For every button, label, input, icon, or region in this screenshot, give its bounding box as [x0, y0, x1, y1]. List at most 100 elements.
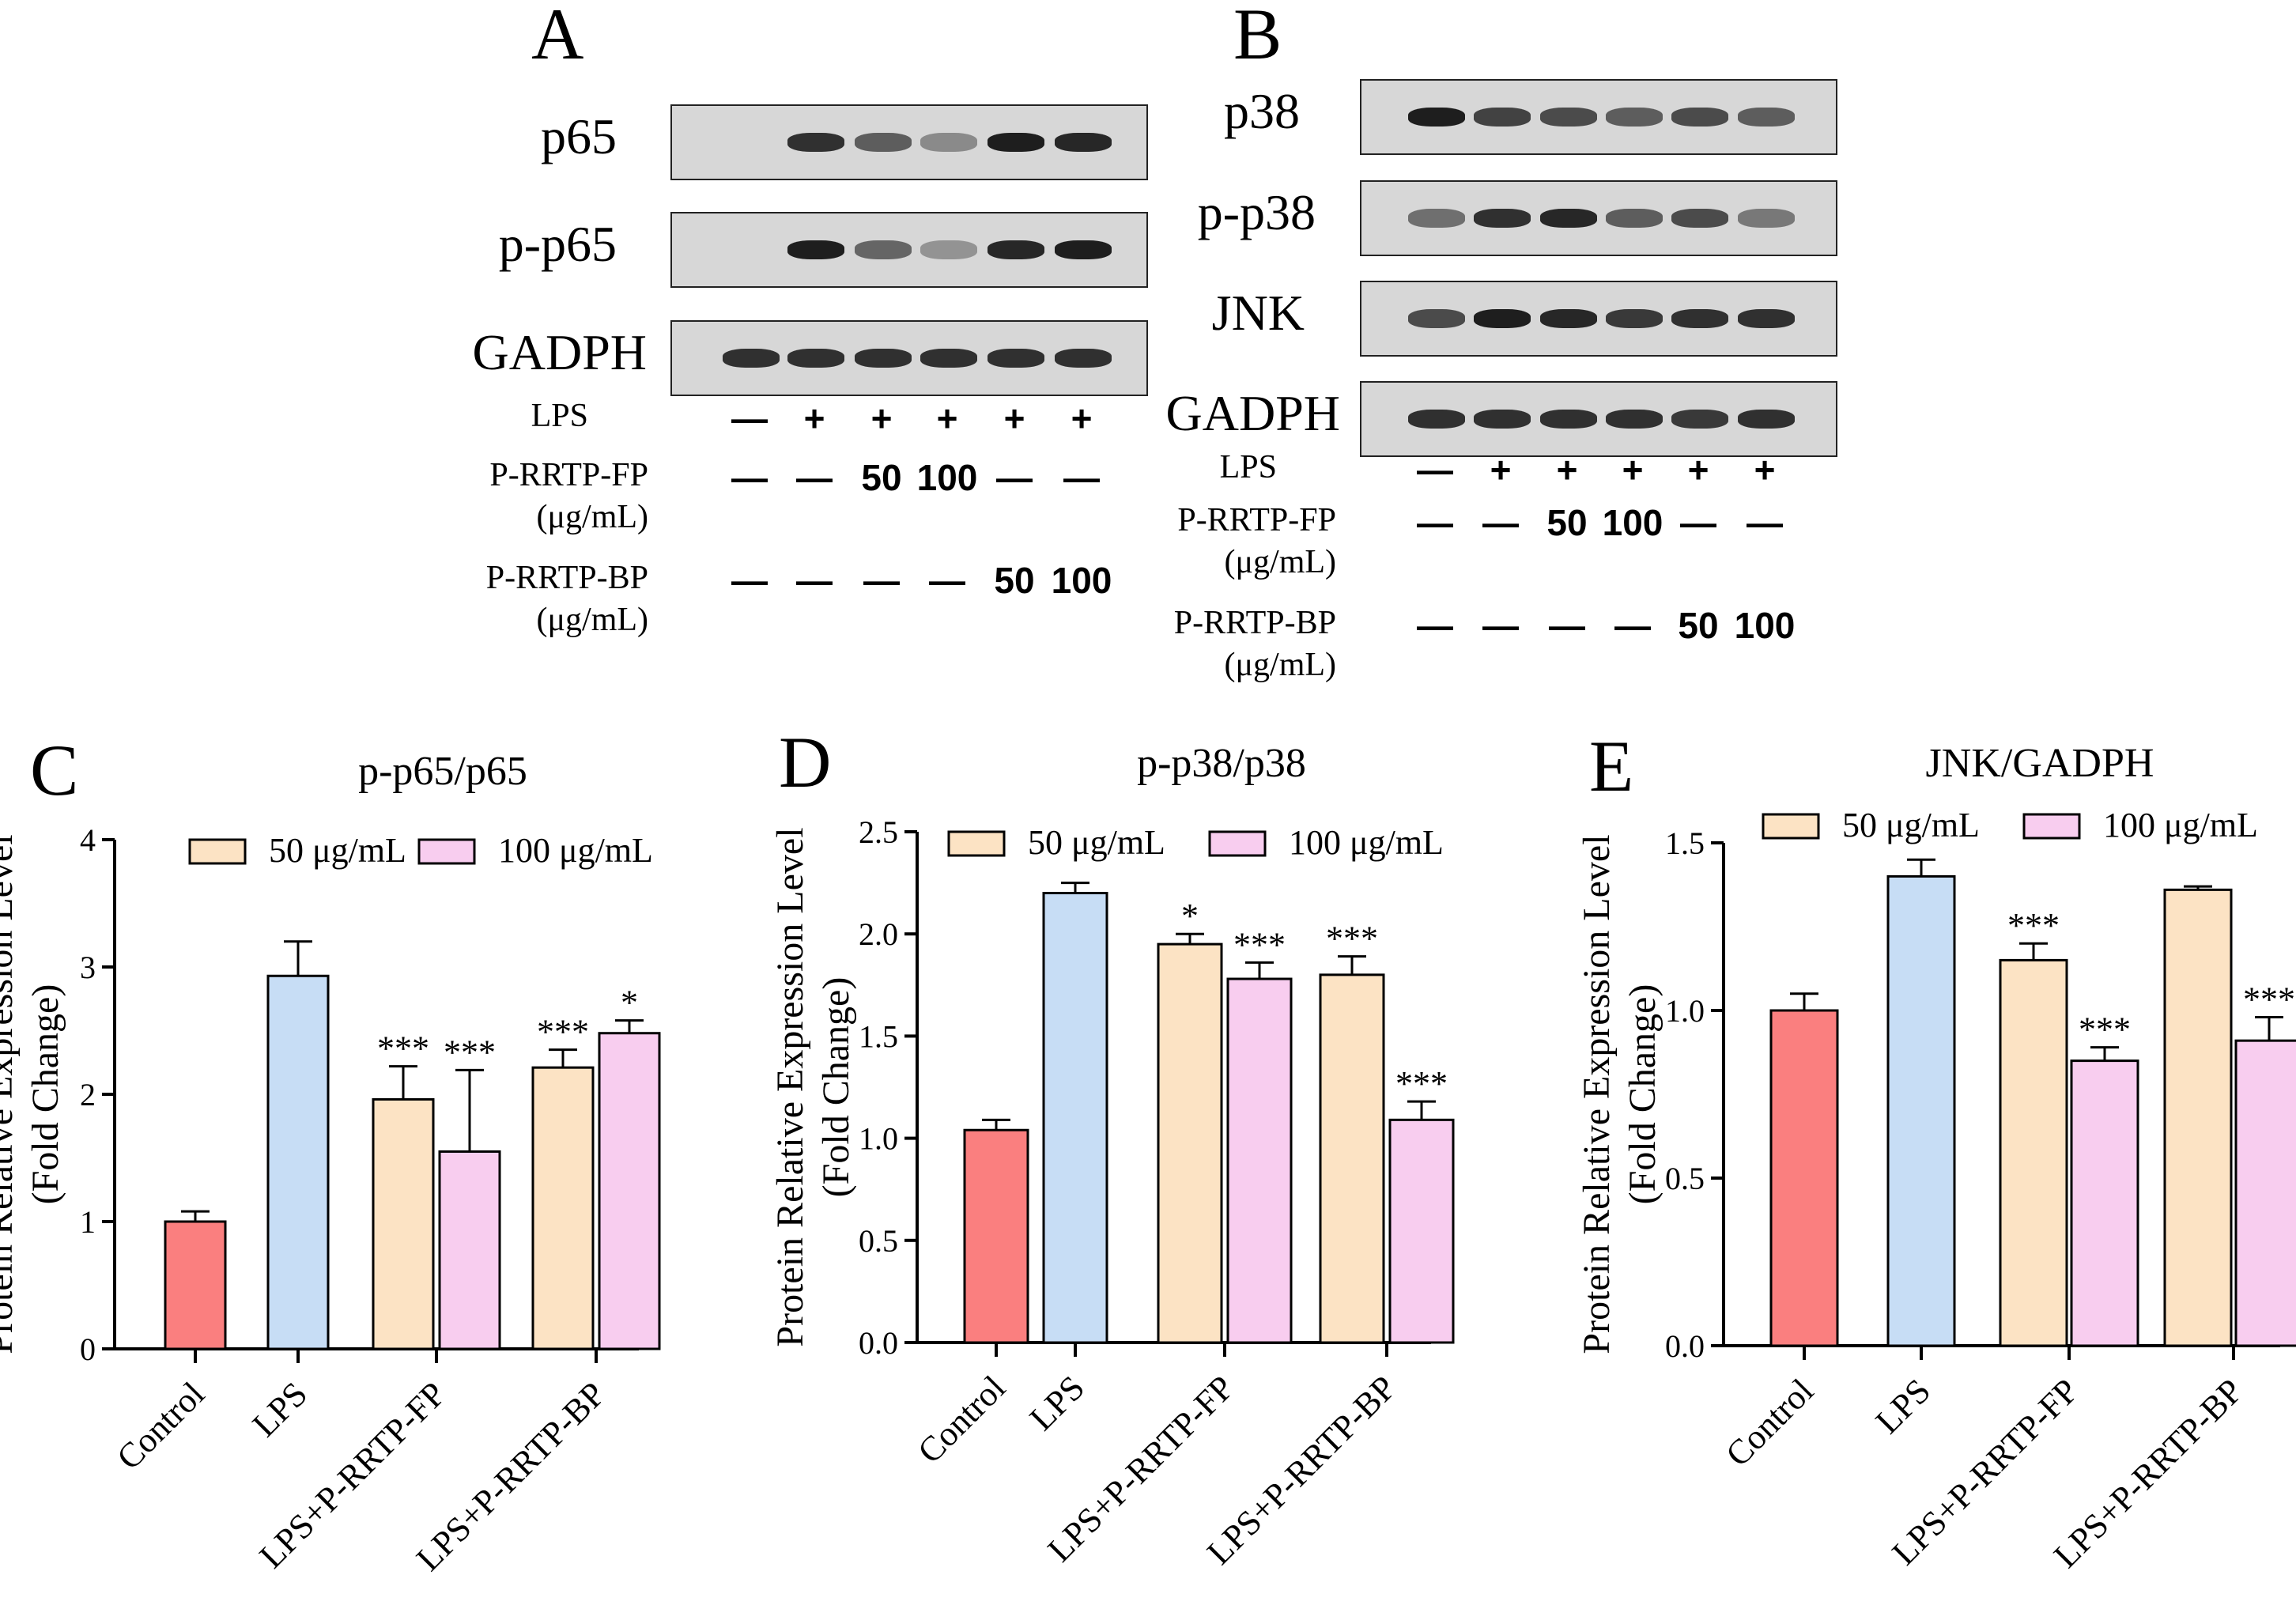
blot-band	[1540, 309, 1597, 328]
blot-band	[1540, 410, 1597, 429]
bar	[1999, 958, 2068, 1347]
condition-value: 50	[1546, 502, 1588, 543]
blot-band	[855, 349, 912, 368]
y-tick-label: 0.5	[859, 1223, 898, 1259]
significance-label: *	[1181, 897, 1199, 935]
y-tick-label: 2.0	[859, 916, 898, 952]
blot-band	[1055, 349, 1112, 368]
blot-band	[1408, 410, 1465, 429]
condition-label: LPS	[531, 395, 588, 437]
blot-band	[1474, 209, 1531, 228]
blot-band	[787, 349, 844, 368]
blot-band	[1474, 309, 1531, 328]
condition-value: —	[731, 398, 768, 439]
blot-band	[1055, 240, 1112, 259]
blot-label: p38	[1224, 83, 1300, 139]
blot-band	[920, 349, 977, 368]
condition-value: —	[796, 560, 833, 601]
blot-band	[1671, 309, 1728, 328]
condition-label-line: P-RRTP-FP	[1177, 502, 1336, 538]
y-tick-label: 1.5	[859, 1018, 898, 1054]
x-tick-label: LPS	[245, 1374, 315, 1444]
blot-band	[855, 133, 912, 152]
significance-label: ***	[2079, 1010, 2131, 1049]
significance-label: ***	[2243, 980, 2295, 1018]
condition-label: P-RRTP-BP (μg/mL)	[1174, 602, 1336, 686]
condition-value: +	[1754, 449, 1776, 490]
legend-label: 100 μg/mL	[1289, 823, 1444, 862]
significance-label: *	[621, 984, 638, 1022]
y-tick-label: 1	[80, 1204, 96, 1240]
blot-band	[1606, 108, 1663, 127]
significance-label: ***	[2007, 906, 2060, 945]
blot-label: GADPH	[472, 324, 647, 380]
y-tick-label: 1.0	[859, 1121, 898, 1157]
blot-band	[1671, 108, 1728, 127]
legend-swatch	[947, 830, 1006, 857]
legend-swatch	[2022, 813, 2081, 840]
condition-label-line: P-RRTP-BP	[485, 560, 648, 596]
legend-swatch	[188, 838, 247, 865]
bar	[266, 974, 330, 1350]
condition-value: —	[1417, 449, 1453, 490]
blot-strip	[1360, 381, 1837, 457]
blot-band	[787, 133, 844, 152]
condition-value: —	[929, 560, 965, 601]
condition-value: —	[1549, 605, 1585, 646]
blot-label: JNK	[1211, 285, 1305, 341]
bar	[164, 1220, 227, 1350]
bar	[438, 1150, 501, 1350]
condition-value: —	[1417, 605, 1453, 646]
condition-value: 100	[1602, 502, 1663, 543]
y-tick-label: 2.5	[859, 814, 898, 850]
condition-value: +	[1490, 449, 1512, 490]
condition-label: LPS	[1220, 447, 1277, 489]
legend-label: 100 μg/mL	[2103, 806, 2258, 844]
condition-value: —	[1063, 457, 1100, 498]
y-axis-label: (Fold Change)	[25, 984, 66, 1205]
significance-label: ***	[444, 1033, 496, 1071]
y-tick-label: 0.5	[1665, 1161, 1705, 1196]
y-axis-label: Protein Relative Expression Level	[0, 834, 21, 1354]
blot-band	[787, 240, 844, 259]
significance-label: ***	[1395, 1064, 1448, 1103]
blot-strip	[1360, 79, 1837, 155]
y-tick-label: 1.5	[1665, 825, 1705, 861]
condition-value: +	[803, 398, 825, 439]
panel-letter-c: C	[30, 730, 78, 810]
blot-band	[1606, 410, 1663, 429]
condition-label-line: (μg/mL)	[1224, 543, 1336, 580]
blot-label: p-p38	[1197, 184, 1316, 240]
condition-value: +	[1003, 398, 1025, 439]
y-tick-label: 4	[80, 822, 96, 858]
condition-label-line: LPS	[531, 398, 588, 434]
condition-value: —	[1747, 502, 1783, 543]
condition-value: 50	[994, 560, 1035, 601]
blot-label: p65	[541, 108, 617, 164]
blot-band	[1474, 410, 1531, 429]
panel-letter-a: A	[531, 0, 584, 74]
blot-band	[920, 133, 977, 152]
condition-label: P-RRTP-FP (μg/mL)	[489, 455, 648, 538]
legend-label: 100 μg/mL	[498, 831, 653, 870]
blot-band	[1738, 108, 1795, 127]
condition-value: —	[996, 457, 1033, 498]
blot-band	[1671, 209, 1728, 228]
legend-swatch	[417, 838, 476, 865]
y-tick-label: 0	[80, 1331, 96, 1367]
blot-band	[855, 240, 912, 259]
significance-label: ***	[377, 1029, 429, 1068]
bar	[963, 1128, 1029, 1344]
blot-band	[1408, 209, 1465, 228]
blot-band	[988, 240, 1044, 259]
condition-value: —	[1614, 605, 1651, 646]
x-tick-label: LPS	[1868, 1371, 1938, 1441]
blot-strip	[670, 320, 1148, 396]
bar	[372, 1097, 435, 1350]
blot-strip	[1360, 281, 1837, 357]
condition-value: +	[870, 398, 893, 439]
bar	[1157, 942, 1223, 1344]
y-axis-label: (Fold Change)	[815, 977, 857, 1198]
x-tick-label: Control	[1718, 1371, 1821, 1474]
